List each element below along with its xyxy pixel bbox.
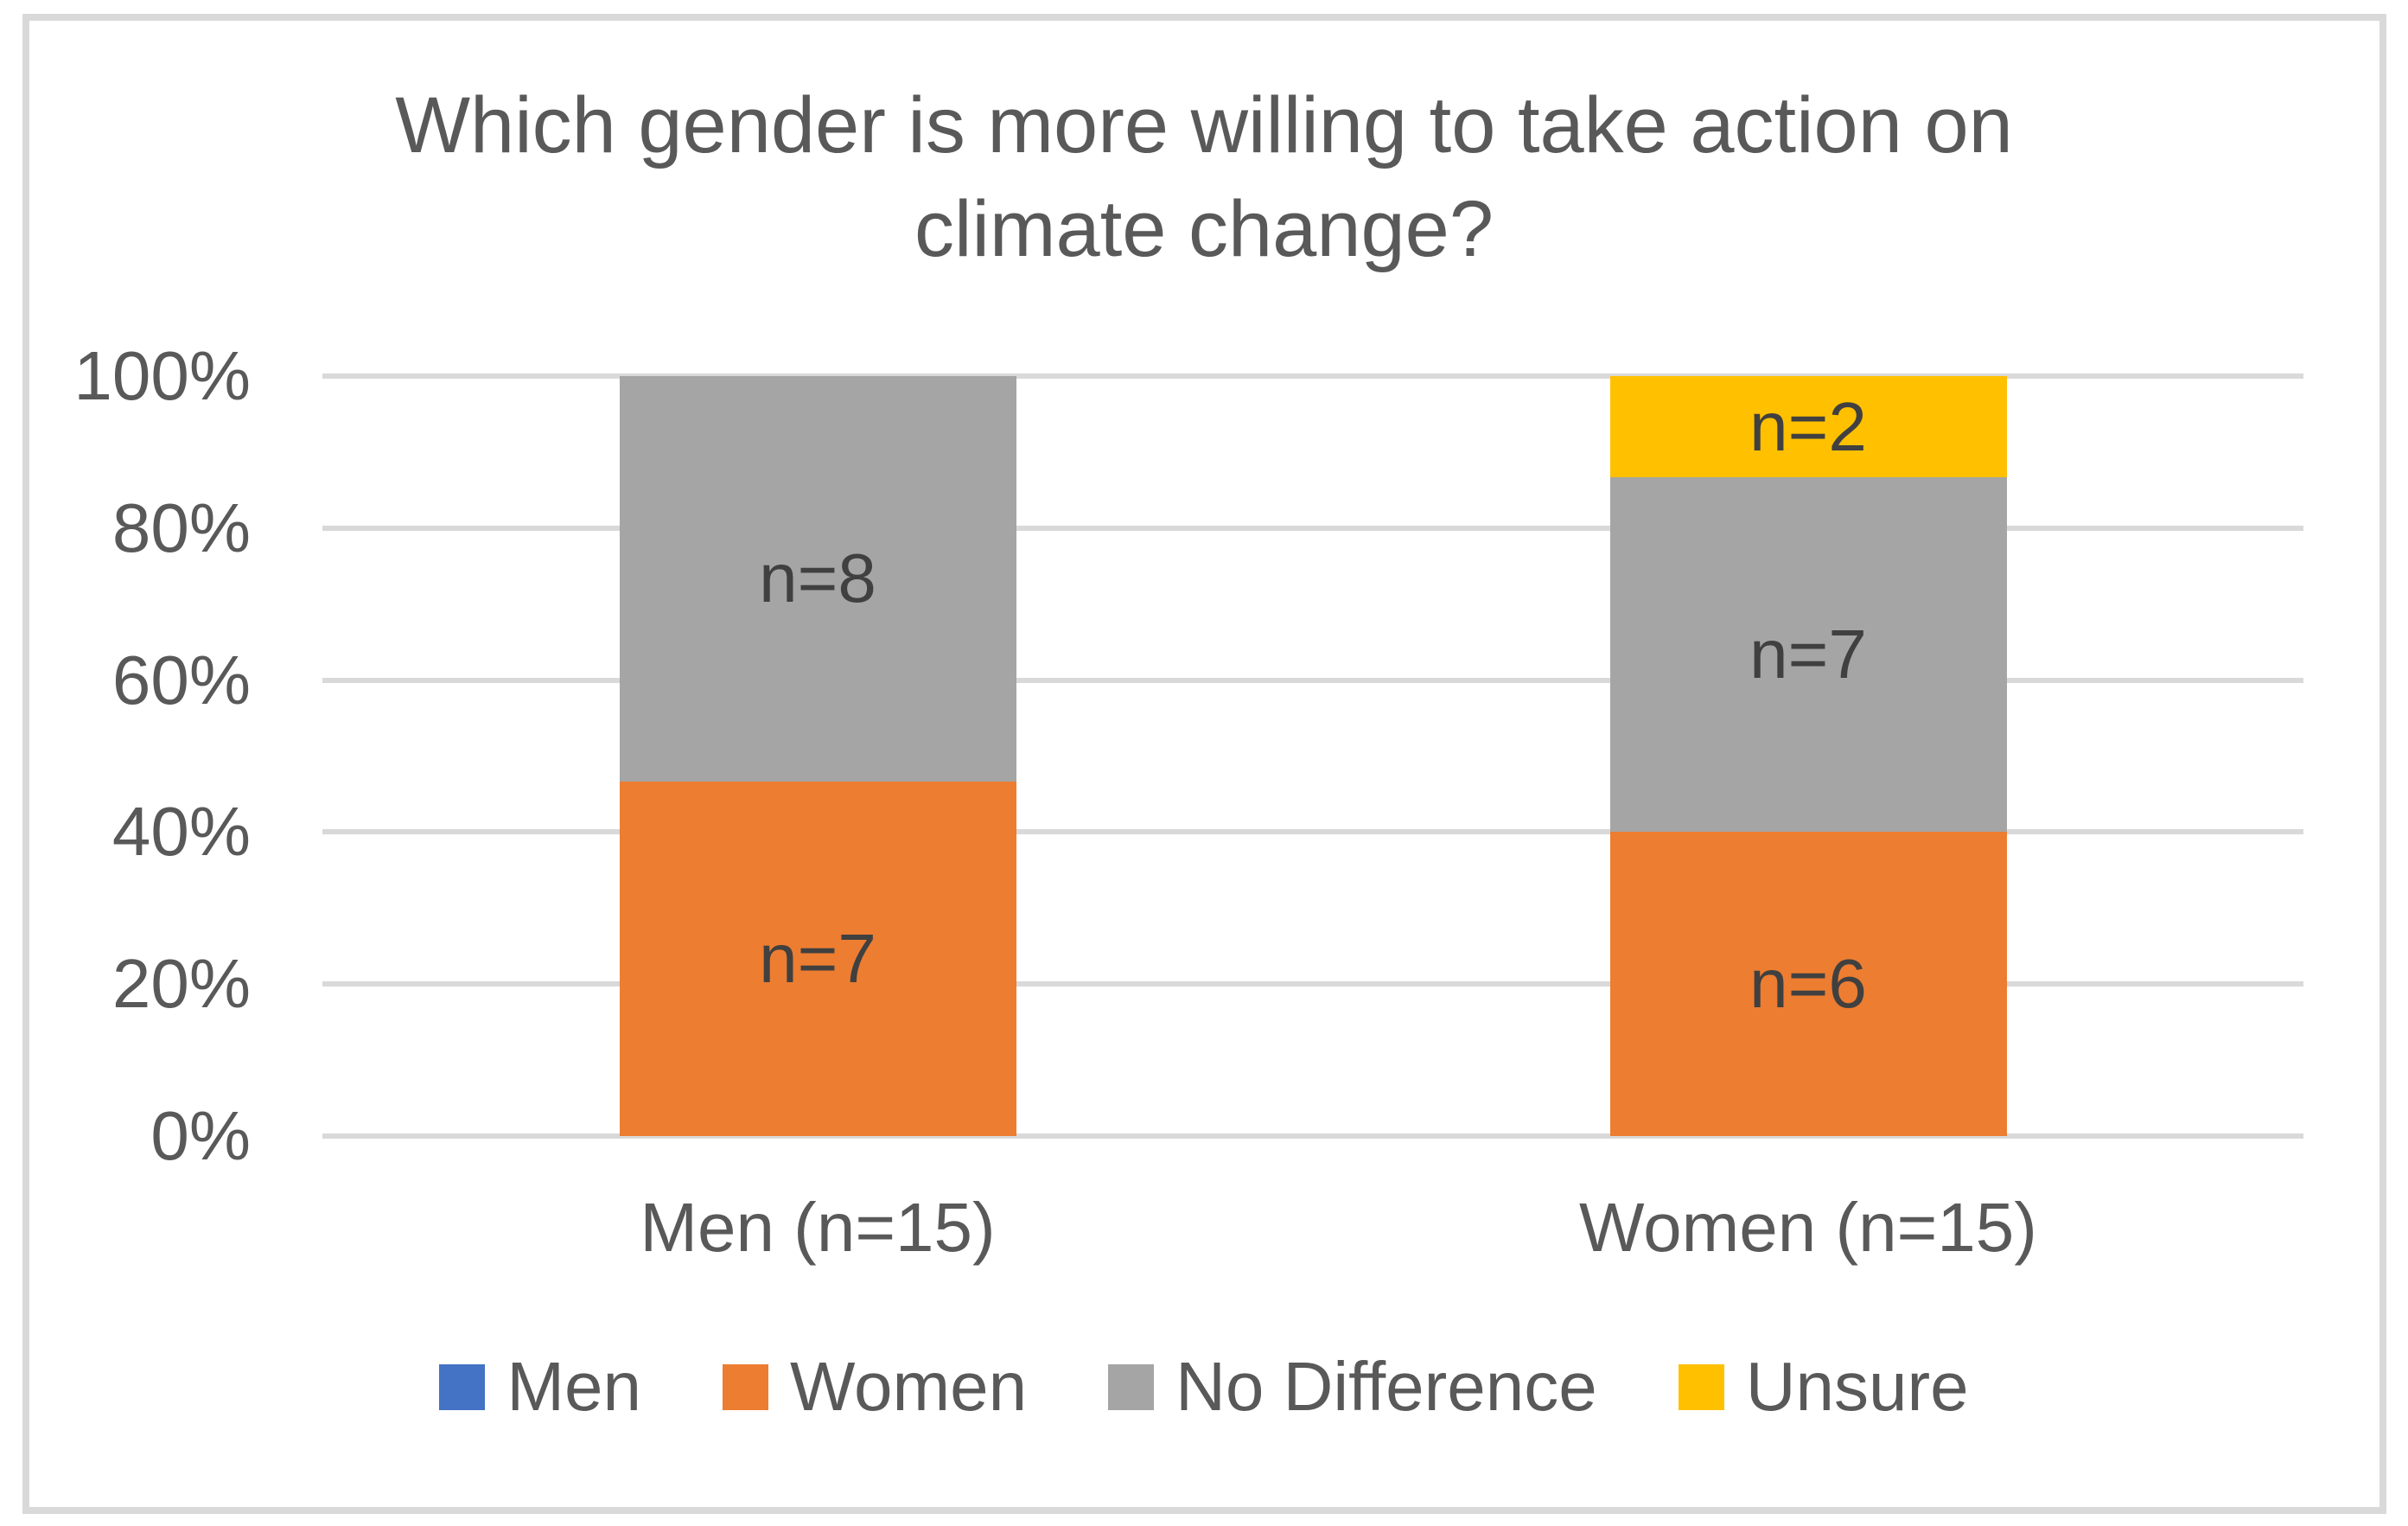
legend-swatch-icon [722,1363,768,1410]
chart-title: Which gender is more willing to take act… [395,81,2013,273]
gridline-20% [322,981,2303,987]
gridline-100% [322,374,2303,379]
legend-item-unsure: Unsure [1678,1342,1969,1432]
x-axis-category-label: Men (n=15) [640,1189,996,1266]
data-label-unsure-women-(n=15): n=2 [1749,387,1867,465]
legend-swatch-icon [1678,1363,1724,1410]
x-axis-category-label: Women (n=15) [1579,1189,2037,1266]
legend-item-men: Men [439,1342,641,1432]
legend-item-women: Women [722,1342,1028,1432]
gridline-40% [322,829,2303,835]
data-label-no-difference-women-(n=15): n=7 [1749,616,1867,693]
bar-segment-women-women-(n=15) [1609,832,2007,1136]
data-label-women-men-(n=15): n=7 [759,919,876,997]
data-label-no-difference-men-(n=15): n=8 [759,540,876,617]
y-axis-tick-label: 60% [111,641,251,718]
legend-label: Men [506,1348,641,1425]
y-axis-tick-label: 80% [111,488,251,566]
legend-swatch-icon [1108,1363,1155,1410]
y-axis-tick-label: 100% [73,337,251,414]
bar-segment-women-men-(n=15) [619,781,1016,1136]
chart-legend: Men Women No Difference Unsure [0,1342,2408,1432]
legend-label: No Difference [1175,1348,1597,1425]
chart-border [22,14,2386,1514]
bar-segment-no-difference-women-(n=15) [1609,477,2007,833]
legend-swatch-icon [439,1363,486,1410]
y-axis-tick-label: 20% [111,945,251,1023]
y-axis-tick-label: 40% [111,793,251,871]
bar-segment-unsure-women-(n=15) [1609,376,2007,478]
legend-label: Women [789,1348,1028,1425]
gridline-80% [322,525,2303,531]
bar-segment-no-difference-men-(n=15) [619,376,1016,782]
legend-item-no-difference: No Difference [1108,1342,1597,1432]
gridline-0% [322,1133,2303,1139]
gridline-60% [322,677,2303,683]
data-label-women-women-(n=15): n=6 [1749,945,1867,1023]
y-axis-tick-label: 0% [150,1097,251,1174]
legend-label: Unsure [1745,1348,1969,1425]
